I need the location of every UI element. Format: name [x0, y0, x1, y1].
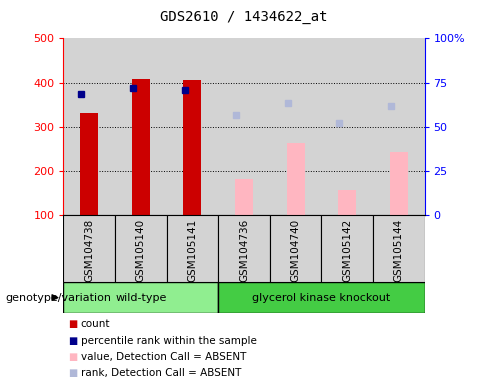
- Text: GSM104736: GSM104736: [239, 218, 249, 281]
- Bar: [390, 152, 408, 215]
- Text: ■: ■: [68, 336, 78, 346]
- Bar: [373, 215, 425, 282]
- Text: ■: ■: [68, 352, 78, 362]
- Bar: [63, 282, 218, 313]
- Text: GSM105141: GSM105141: [187, 218, 198, 281]
- Bar: [218, 282, 425, 313]
- Bar: [270, 215, 322, 282]
- Bar: [322, 38, 373, 215]
- Bar: [166, 38, 218, 215]
- Bar: [80, 114, 98, 215]
- Bar: [286, 143, 305, 215]
- Bar: [322, 215, 373, 282]
- Bar: [183, 80, 202, 215]
- Text: genotype/variation: genotype/variation: [5, 293, 111, 303]
- Text: GDS2610 / 1434622_at: GDS2610 / 1434622_at: [160, 10, 328, 23]
- Text: ■: ■: [68, 319, 78, 329]
- Text: wild-type: wild-type: [115, 293, 166, 303]
- Bar: [338, 190, 356, 215]
- Bar: [63, 215, 115, 282]
- Bar: [115, 215, 166, 282]
- Text: GSM105142: GSM105142: [342, 218, 352, 281]
- Bar: [132, 79, 150, 215]
- Text: GSM104738: GSM104738: [84, 218, 94, 281]
- Text: GSM104740: GSM104740: [290, 218, 301, 281]
- Bar: [218, 38, 270, 215]
- Text: ■: ■: [68, 368, 78, 378]
- Bar: [218, 215, 270, 282]
- Bar: [373, 38, 425, 215]
- Bar: [115, 38, 166, 215]
- Bar: [235, 179, 253, 215]
- Text: value, Detection Call = ABSENT: value, Detection Call = ABSENT: [81, 352, 246, 362]
- Bar: [270, 38, 322, 215]
- Text: percentile rank within the sample: percentile rank within the sample: [81, 336, 256, 346]
- Text: count: count: [81, 319, 110, 329]
- Bar: [63, 38, 115, 215]
- Text: glycerol kinase knockout: glycerol kinase knockout: [252, 293, 390, 303]
- Text: rank, Detection Call = ABSENT: rank, Detection Call = ABSENT: [81, 368, 241, 378]
- Bar: [166, 215, 218, 282]
- Text: GSM105144: GSM105144: [394, 218, 404, 281]
- Text: GSM105140: GSM105140: [136, 218, 146, 281]
